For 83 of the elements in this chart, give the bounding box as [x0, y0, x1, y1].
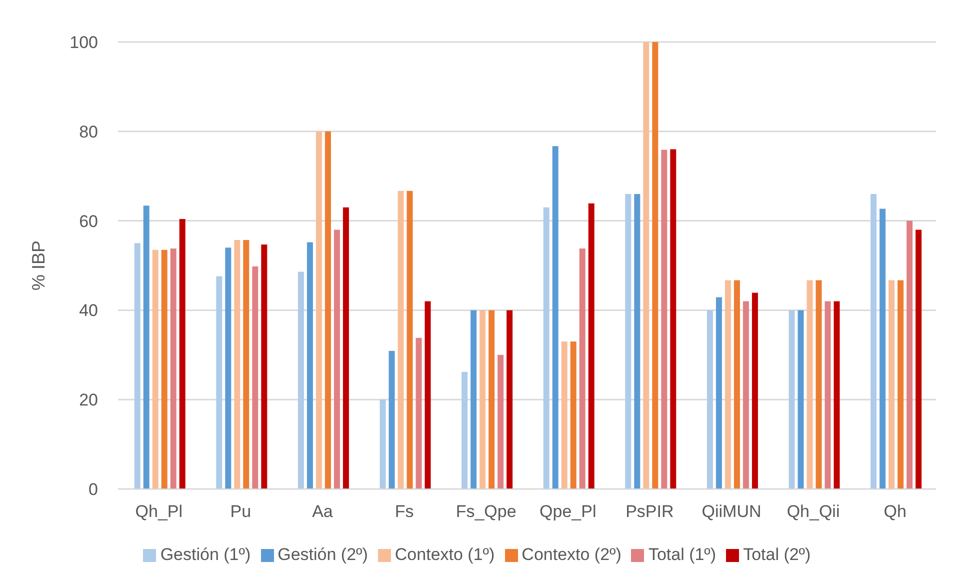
x-tick-label: Fs_Qpe [456, 502, 516, 522]
bar [543, 207, 550, 489]
bar [316, 131, 322, 489]
y-tick-label: 40 [79, 301, 98, 320]
bar [806, 280, 813, 489]
bar [788, 310, 795, 489]
bar [661, 150, 668, 489]
bar [398, 190, 404, 489]
x-tick-label: Qpe_Pl [540, 502, 596, 522]
x-tick-label: Qh_Pl [135, 502, 183, 522]
bar [506, 310, 513, 489]
x-tick-label: Qh_Qii [786, 502, 840, 522]
legend-label: Gestión (2º) [278, 545, 368, 564]
x-tick-label: Pu [230, 502, 252, 522]
bar [480, 310, 486, 489]
bar [880, 208, 886, 489]
bar [724, 280, 731, 489]
legend-label: Contexto (1º) [394, 545, 495, 564]
x-tick-label: PsPIR [626, 502, 674, 522]
bar [634, 194, 640, 489]
bar [706, 310, 713, 489]
legend-label: Contexto (2º) [522, 545, 622, 564]
bar [216, 276, 222, 489]
bar [161, 250, 168, 489]
bar [243, 240, 250, 489]
x-tick-label: Aa [312, 502, 334, 522]
y-tick-label: 60 [79, 212, 98, 231]
bar [906, 220, 913, 489]
bar [834, 301, 840, 489]
bar [816, 280, 822, 489]
bar [179, 219, 186, 489]
bar [170, 248, 176, 489]
bar [416, 338, 422, 489]
bar [742, 301, 749, 489]
bar [898, 280, 904, 489]
bar [561, 341, 568, 489]
bar [752, 292, 758, 489]
y-axis-title: % IBP [28, 240, 48, 291]
bar [652, 42, 658, 489]
y-tick-label: 80 [79, 122, 98, 142]
bar [225, 248, 232, 489]
bar [498, 354, 504, 489]
y-tick-label: 20 [79, 390, 98, 410]
bar [916, 230, 922, 489]
bar [734, 280, 740, 489]
bar [470, 310, 477, 489]
legend-label: Total (1º) [648, 545, 716, 564]
x-tick-label: Fs [394, 502, 414, 522]
bar [143, 206, 150, 489]
bar [406, 190, 413, 489]
legend-label: Gestión (1º) [160, 545, 251, 564]
bar [488, 310, 495, 489]
x-tick-label: QiiMUN [702, 502, 762, 522]
bar [334, 230, 340, 489]
bar [234, 240, 240, 489]
bar [380, 400, 386, 489]
bar [888, 280, 895, 489]
bar [798, 310, 804, 489]
bar [670, 149, 676, 489]
bar [625, 194, 632, 489]
bar [424, 301, 431, 489]
legend-label: Total (2º) [743, 545, 811, 564]
bar [824, 301, 831, 489]
bar [462, 372, 468, 489]
bar [870, 194, 877, 489]
bar [716, 297, 722, 489]
bar [388, 350, 395, 489]
bar [552, 146, 558, 489]
bar [588, 203, 594, 489]
bar [134, 243, 140, 489]
y-tick-label: 100 [70, 33, 98, 52]
bar [342, 207, 349, 489]
bar [252, 266, 258, 489]
bar [324, 131, 331, 489]
bar [298, 272, 304, 489]
bar [579, 248, 586, 489]
bar [152, 250, 158, 489]
x-tick-label: Qh [884, 502, 906, 522]
bar [570, 341, 576, 489]
y-tick-label: 0 [88, 480, 98, 500]
bar [261, 244, 268, 489]
bar [643, 42, 650, 489]
bar [306, 242, 313, 489]
